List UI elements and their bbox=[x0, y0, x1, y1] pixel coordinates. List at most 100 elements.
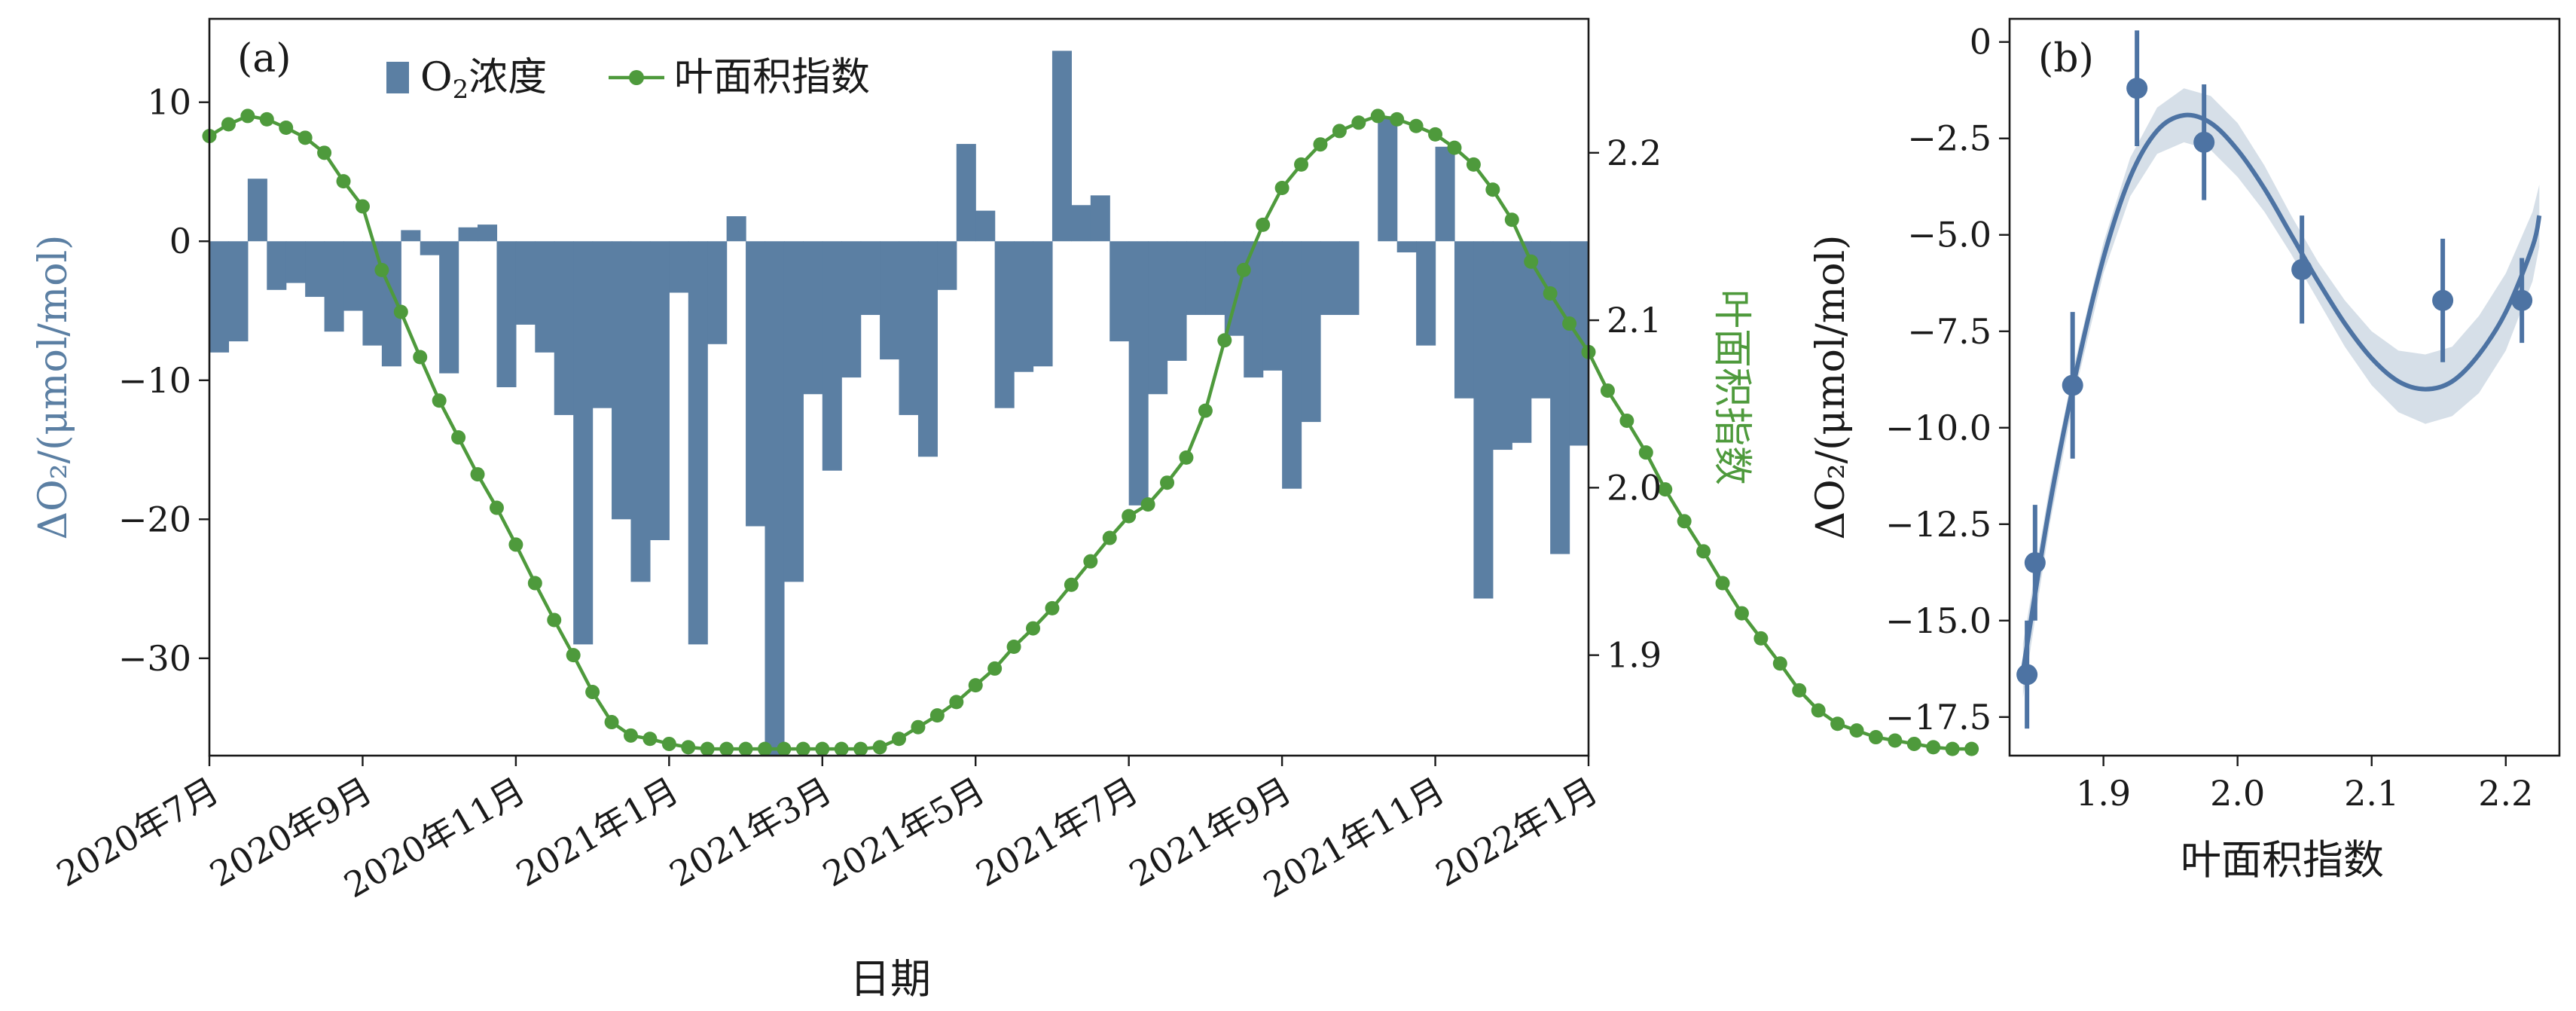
o2-bar bbox=[860, 241, 881, 316]
observation-point bbox=[2016, 664, 2038, 686]
o2-bar bbox=[439, 241, 459, 374]
legend-label-lai: 叶面积指数 bbox=[674, 55, 870, 100]
lai-point bbox=[987, 661, 1003, 676]
o2-bar bbox=[592, 241, 612, 408]
lai-point bbox=[700, 741, 715, 756]
y-tick-label: −10.0 bbox=[1885, 408, 1992, 448]
legend-label-o2: O2浓度 bbox=[420, 55, 547, 105]
y-right-tick-label: 2.0 bbox=[1607, 467, 1662, 508]
lai-point bbox=[1026, 621, 1041, 636]
lai-point bbox=[1772, 656, 1787, 671]
o2-bar bbox=[649, 241, 670, 540]
o2-bar bbox=[1205, 241, 1225, 316]
lai-point bbox=[279, 120, 294, 135]
y-tick-label: 0 bbox=[1970, 22, 1992, 63]
panel-a-right-axis: 2.2 2.1 2.0 1.9 bbox=[1589, 133, 1662, 676]
y-tick-label: −2.5 bbox=[1907, 118, 1992, 159]
lai-point bbox=[470, 467, 485, 482]
lai-point bbox=[1485, 182, 1500, 197]
observation-point bbox=[2024, 551, 2046, 573]
panel-a-ylabel-left: ΔO₂/(μmol/mol) bbox=[31, 235, 76, 540]
lai-series bbox=[202, 108, 1979, 756]
lai-point bbox=[336, 174, 351, 189]
o2-bar bbox=[420, 241, 440, 255]
legend-o2-rest: 浓度 bbox=[469, 55, 547, 100]
o2-bar bbox=[1167, 241, 1187, 361]
o2-bar bbox=[209, 241, 230, 353]
lai-point bbox=[1064, 577, 1079, 592]
lai-point bbox=[1543, 286, 1558, 301]
lai-point bbox=[1600, 383, 1615, 398]
lai-point bbox=[795, 741, 810, 756]
o2-bar bbox=[1396, 241, 1417, 253]
o2-bar bbox=[1224, 241, 1244, 336]
o2-bar bbox=[247, 179, 267, 242]
x-tick-label: 2.1 bbox=[2344, 773, 2399, 814]
lai-point bbox=[1638, 445, 1653, 460]
lai-point bbox=[1428, 127, 1443, 142]
lai-point bbox=[1868, 730, 1883, 745]
o2-bar bbox=[1301, 241, 1321, 423]
o2-bar bbox=[1262, 241, 1283, 371]
o2-bar bbox=[975, 210, 996, 242]
x-tick-label: 2021年7月 bbox=[969, 770, 1145, 895]
o2-bar bbox=[1109, 241, 1130, 342]
lai-point bbox=[1274, 180, 1290, 195]
lai-point bbox=[374, 262, 389, 277]
y-right-tick-label: 2.1 bbox=[1607, 300, 1662, 341]
o2-bar bbox=[1378, 116, 1398, 242]
panel-a-x-axis: 2020年7月2020年9月2020年11月2021年1月2021年3月2021… bbox=[50, 756, 1605, 906]
o2-bar bbox=[1282, 241, 1302, 489]
y-left-tick-label: 10 bbox=[147, 82, 191, 123]
lai-point bbox=[1198, 403, 1213, 418]
o2-bar bbox=[1473, 241, 1494, 599]
observation-point bbox=[2126, 78, 2148, 99]
o2-bar bbox=[1569, 241, 1589, 446]
o2-bar bbox=[228, 241, 249, 342]
panel-a-xlabel: 日期 bbox=[850, 955, 931, 1003]
o2-bar bbox=[1512, 241, 1532, 443]
lai-point bbox=[413, 350, 428, 365]
o2-bar bbox=[1071, 205, 1091, 242]
lai-point bbox=[1236, 262, 1251, 277]
o2-bar bbox=[1454, 241, 1475, 399]
lai-point bbox=[642, 732, 658, 747]
o2-bar bbox=[535, 241, 555, 353]
lai-point bbox=[1658, 482, 1673, 497]
lai-point bbox=[1390, 111, 1405, 127]
lai-point bbox=[1370, 108, 1385, 124]
lai-point bbox=[298, 130, 313, 145]
o2-bar bbox=[1090, 195, 1110, 242]
lai-point bbox=[1006, 640, 1021, 655]
o2-bar bbox=[285, 241, 306, 283]
lai-point bbox=[585, 685, 600, 700]
lai-point bbox=[1447, 140, 1462, 155]
o2-bar bbox=[1492, 241, 1512, 451]
lai-point bbox=[259, 111, 274, 127]
lai-point bbox=[1256, 217, 1271, 232]
observation-point bbox=[2511, 289, 2533, 311]
x-tick-label: 2021年1月 bbox=[509, 770, 685, 895]
lai-point bbox=[1677, 514, 1692, 529]
o2-bar bbox=[324, 241, 344, 332]
lai-point bbox=[1332, 124, 1347, 139]
observation-points bbox=[2016, 30, 2533, 729]
panel-b-ylabel: ΔO₂/(μmol/mol) bbox=[1808, 235, 1854, 540]
lai-point bbox=[1811, 703, 1826, 718]
lai-point bbox=[566, 648, 581, 663]
o2-bars bbox=[209, 50, 1589, 756]
observation-point bbox=[2432, 289, 2454, 311]
lai-point bbox=[317, 145, 332, 160]
lai-point bbox=[1504, 212, 1519, 228]
y-tick-label: −17.5 bbox=[1885, 697, 1992, 738]
o2-bar bbox=[1416, 241, 1436, 346]
lai-point bbox=[815, 741, 830, 756]
lai-point bbox=[1888, 733, 1903, 748]
lai-point bbox=[681, 740, 696, 755]
panel-a-ylabel-right: 叶面积指数 bbox=[1709, 289, 1754, 485]
y-tick-label: −15.0 bbox=[1885, 600, 1992, 641]
lai-point bbox=[1562, 316, 1577, 331]
lai-point bbox=[623, 728, 638, 743]
legend-o2-main: O bbox=[420, 55, 453, 100]
